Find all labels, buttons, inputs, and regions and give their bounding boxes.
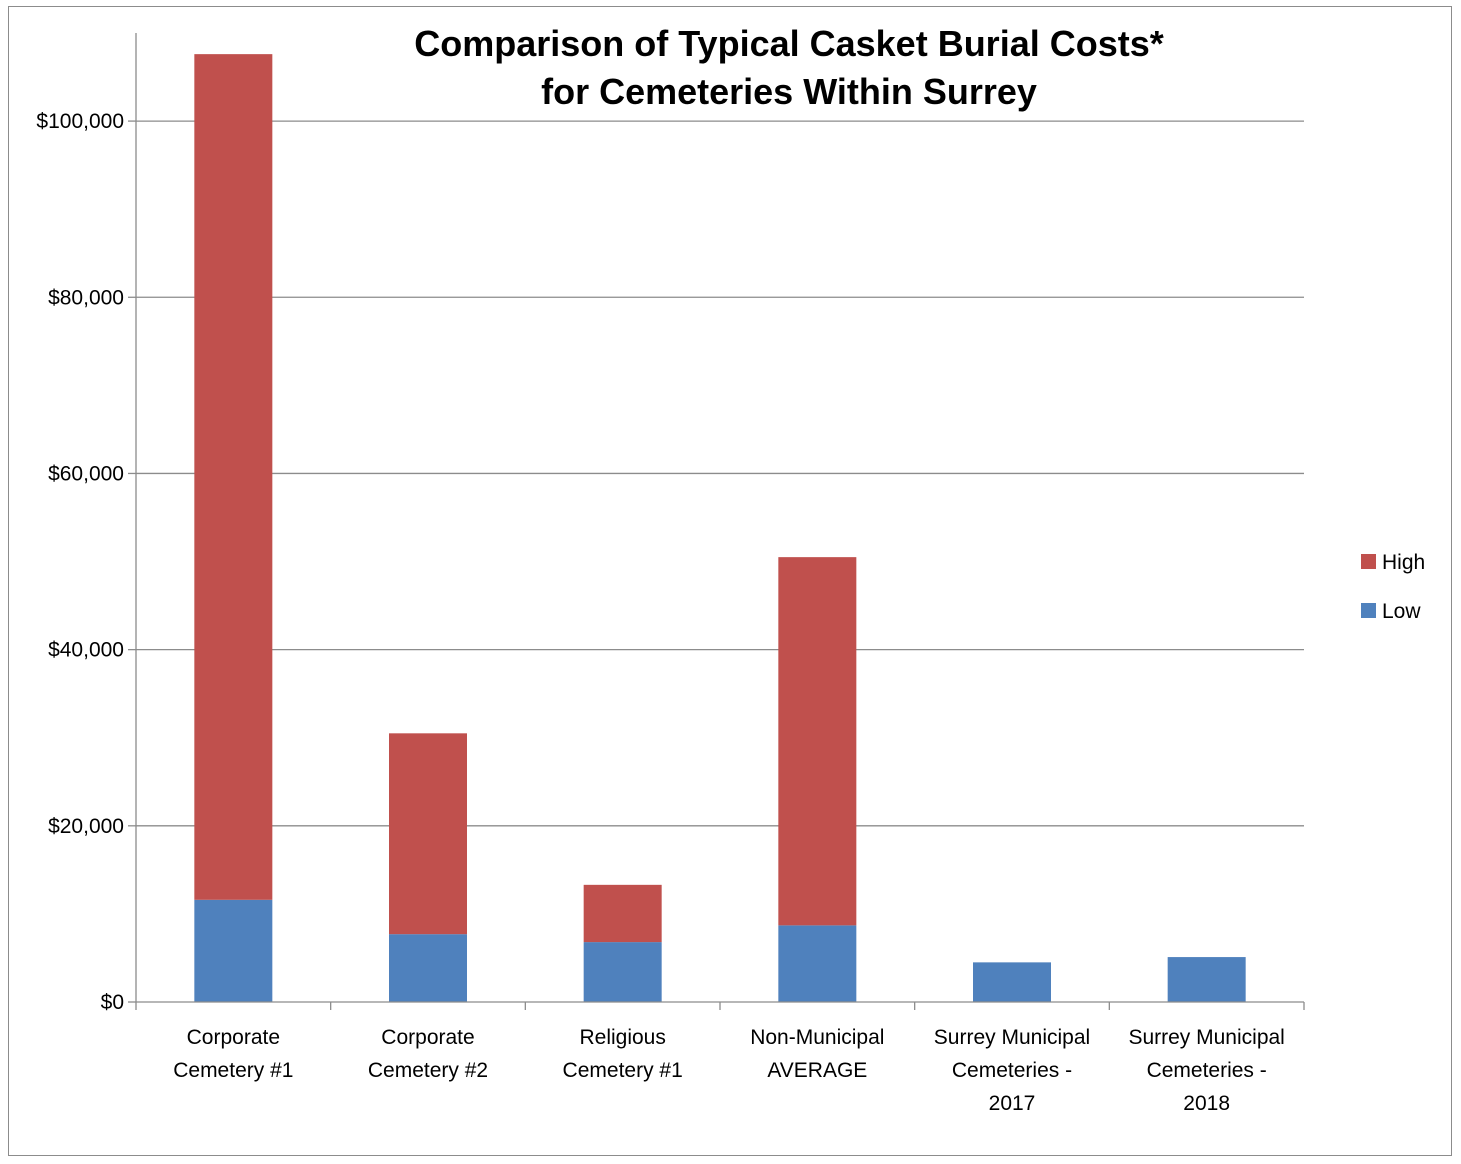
y-tick-label: $0 bbox=[101, 991, 124, 1014]
y-tick-label: $20,000 bbox=[48, 815, 124, 838]
axis-labels: $0 $20,000 $40,000 $60,000 $80,000 $100,000 Co… bbox=[36, 110, 1284, 1115]
legend-label-low: Low bbox=[1382, 600, 1421, 623]
legend: High Low bbox=[1361, 551, 1425, 623]
legend-swatch-high bbox=[1361, 554, 1376, 569]
x-tick-label: Non-Municipal AVERAGE bbox=[750, 1026, 884, 1082]
chart-title: Comparison of Typical Casket Burial Cost… bbox=[414, 23, 1164, 112]
x-tick-label: Surrey Municipal Cemeteries -2018 bbox=[1128, 1026, 1284, 1115]
x-tick-label: Corporate Cemetery #1 bbox=[173, 1026, 293, 1082]
y-tick-label: $100,000 bbox=[36, 110, 124, 133]
bar-low-2 bbox=[389, 934, 467, 1002]
x-tick-label: Corporate Cemetery #2 bbox=[368, 1026, 488, 1082]
bar-high-4 bbox=[778, 557, 857, 926]
legend-label-high: High bbox=[1382, 551, 1425, 574]
bar-low-3 bbox=[583, 942, 662, 1002]
y-tick-label: $40,000 bbox=[48, 639, 124, 662]
bar-high-1 bbox=[194, 54, 273, 900]
chart-title-text: Comparison of Typical Casket Burial Cost… bbox=[414, 23, 1164, 112]
x-tick-label: Religious Cemetery #1 bbox=[563, 1026, 683, 1082]
bar-low-6 bbox=[1167, 957, 1246, 1002]
y-tick-label: $60,000 bbox=[48, 462, 124, 485]
x-tick-label: Surrey Municipal Cemeteries -2017 bbox=[934, 1026, 1090, 1115]
gridlines bbox=[136, 120, 1304, 827]
legend-swatch-low bbox=[1361, 603, 1376, 618]
axes bbox=[128, 33, 1305, 1010]
bar-high-3 bbox=[583, 884, 662, 943]
chart-frame bbox=[8, 6, 1452, 1156]
y-tick-label: $80,000 bbox=[48, 286, 124, 309]
bar-low-1 bbox=[194, 899, 273, 1002]
bar-high-2 bbox=[389, 733, 467, 935]
bars bbox=[194, 54, 1246, 1002]
bar-low-4 bbox=[778, 925, 857, 1002]
bar-low-5 bbox=[973, 962, 1051, 1002]
